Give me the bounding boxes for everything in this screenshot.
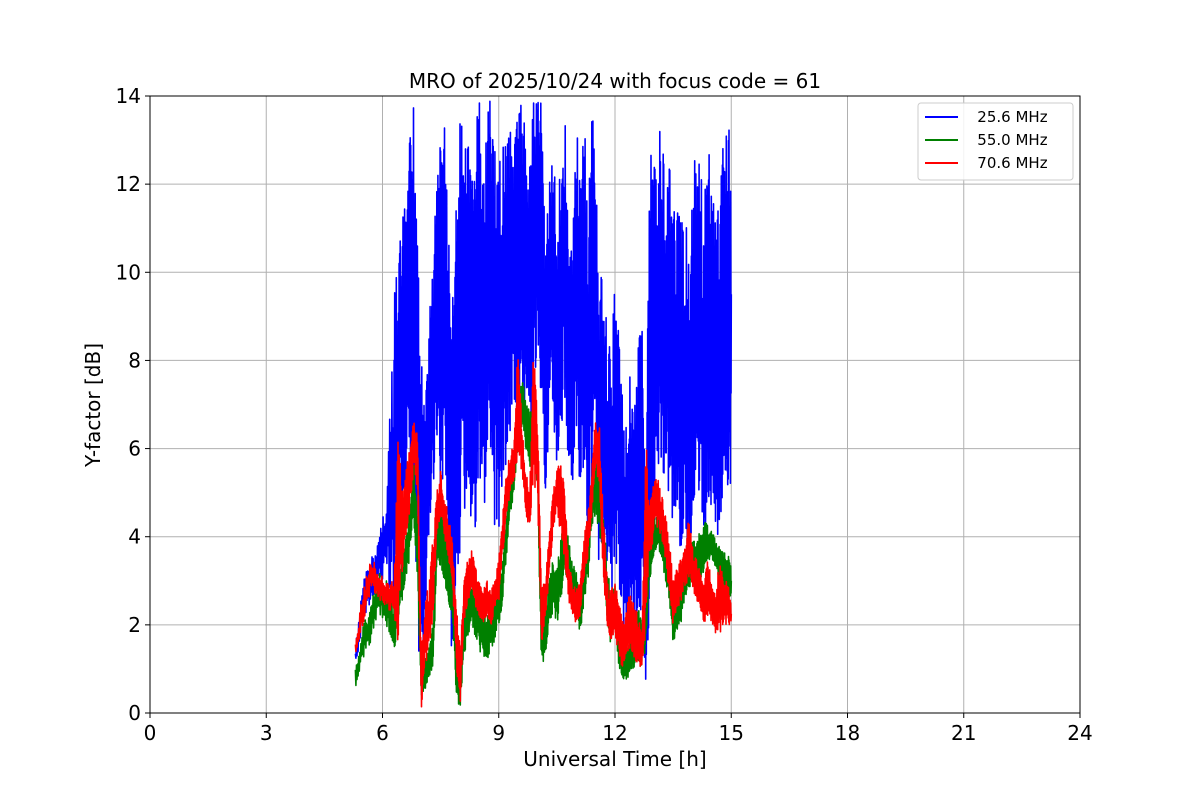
x-axis: 0 3 6 9 12 15 18 21 24: [144, 713, 1093, 745]
legend-label-55-0-mhz: 55.0 MHz: [963, 131, 1048, 149]
y-axis-label: Y-factor [dB]: [81, 343, 105, 468]
legend-label-70-6-mhz: 70.6 MHz: [963, 154, 1048, 172]
series-line-55-0-mhz: [354, 382, 733, 706]
y-tick-label: 10: [116, 260, 141, 284]
y-tick-label: 8: [128, 348, 141, 372]
y-tick-label: 2: [128, 613, 141, 637]
legend-box: [917, 102, 1074, 181]
y-tick-label: 14: [116, 84, 141, 108]
x-tick-label: 15: [719, 721, 744, 745]
x-tick-label: 9: [492, 721, 505, 745]
x-tick-label: 21: [951, 721, 976, 745]
legend-label-25-6-mhz: 25.6 MHz: [963, 108, 1048, 126]
y-tick-label: 6: [128, 437, 141, 461]
y-axis: 0 2 4 6 8 10 12 14: [116, 84, 150, 725]
x-tick-label: 18: [835, 721, 860, 745]
y-tick-label: 0: [128, 701, 141, 725]
x-tick-label: 3: [260, 721, 273, 745]
legend: 25.6 MHz 55.0 MHz 70.6 MHz: [917, 102, 1074, 181]
x-axis-label: Universal Time [h]: [523, 747, 706, 771]
x-tick-label: 12: [602, 721, 627, 745]
y-tick-label: 12: [116, 172, 141, 196]
series-layer: [354, 100, 733, 708]
x-tick-label: 24: [1067, 721, 1092, 745]
series-line-70-6-mhz: [354, 359, 733, 708]
series-line-25-6-mhz: [354, 100, 733, 680]
y-tick-label: 4: [128, 525, 141, 549]
x-tick-label: 6: [376, 721, 389, 745]
x-tick-label: 0: [144, 721, 157, 745]
chart-title: MRO of 2025/10/24 with focus code = 61: [409, 69, 821, 93]
